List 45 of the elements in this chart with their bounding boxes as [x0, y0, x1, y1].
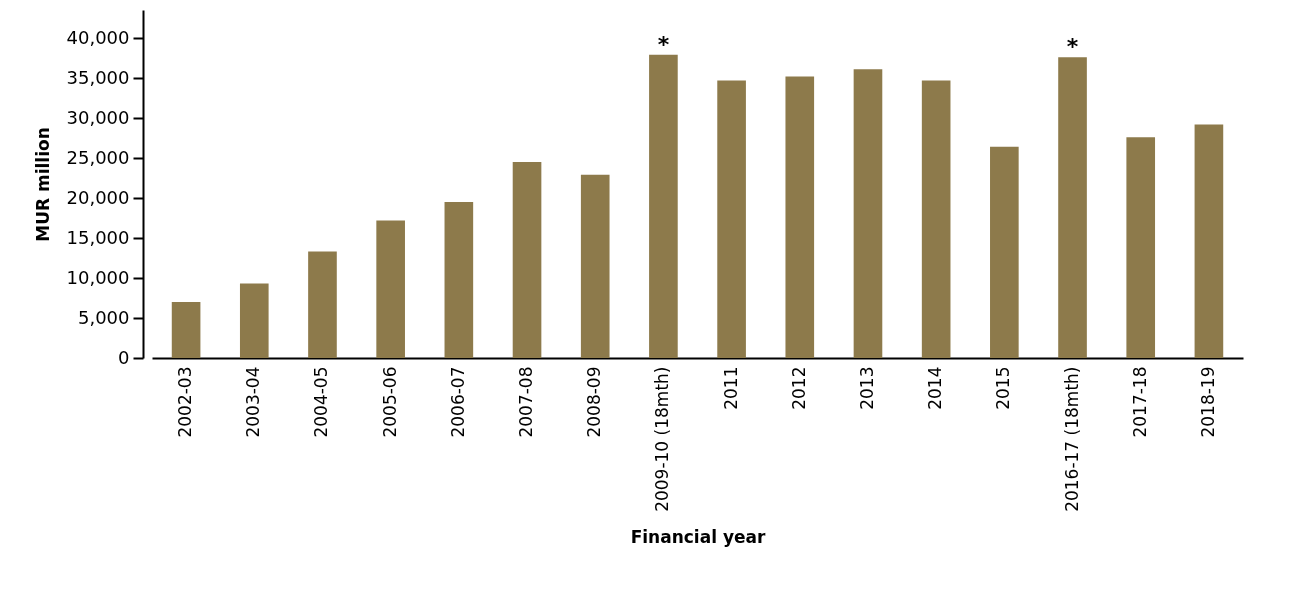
bar — [1058, 57, 1087, 358]
bar — [853, 69, 883, 358]
x-axis-title: Financial year — [630, 526, 766, 547]
bar — [376, 220, 405, 358]
x-tick-label: 2002-03 — [175, 366, 196, 438]
y-axis-title: MUR million — [32, 127, 53, 242]
x-tick-label: 2012 — [788, 366, 809, 410]
bar — [1194, 124, 1224, 358]
y-tick-label: 40,000 — [66, 26, 130, 48]
x-tick-label: 2004-05 — [311, 366, 332, 438]
y-tick-label: 20,000 — [66, 186, 130, 208]
y-tick-label: 30,000 — [66, 106, 130, 128]
bar — [512, 162, 542, 358]
annotation: * — [1066, 34, 1079, 60]
bar — [239, 283, 269, 358]
bar — [1126, 137, 1156, 358]
x-tick-label: 2016-17 (18mth) — [1061, 366, 1082, 512]
x-tick-label: 2018-19 — [1197, 366, 1218, 438]
x-tick-label: 2013 — [856, 366, 877, 410]
x-tick-label: 2017-18 — [1129, 366, 1150, 438]
x-tick-label: 2005-06 — [379, 366, 400, 438]
bar — [580, 174, 610, 358]
bar — [171, 302, 201, 358]
x-tick-label: 2015 — [993, 366, 1014, 410]
x-tick-label: 2011 — [720, 366, 741, 410]
y-tick-label: 5,000 — [77, 306, 130, 328]
bar — [785, 76, 815, 358]
x-tick-label: 2009-10 (18mth) — [652, 366, 673, 512]
y-tick-label: 0 — [118, 346, 130, 368]
bar — [649, 54, 678, 358]
bar — [308, 251, 337, 358]
x-tick-label: 2014 — [925, 366, 946, 410]
annotation: * — [657, 31, 670, 57]
y-tick-label: 35,000 — [66, 66, 130, 88]
y-tick-label: 25,000 — [66, 146, 130, 168]
bar — [444, 202, 474, 358]
x-tick-label: 2008-09 — [584, 366, 605, 438]
x-tick-label: 2007-08 — [516, 366, 537, 438]
y-tick-label: 15,000 — [66, 226, 130, 248]
bar — [717, 80, 746, 358]
bar — [990, 146, 1019, 358]
x-tick-label: 2006-07 — [447, 366, 468, 438]
x-tick-label: 2003-04 — [243, 366, 264, 438]
bar — [921, 80, 951, 358]
y-tick-label: 10,000 — [66, 266, 130, 288]
